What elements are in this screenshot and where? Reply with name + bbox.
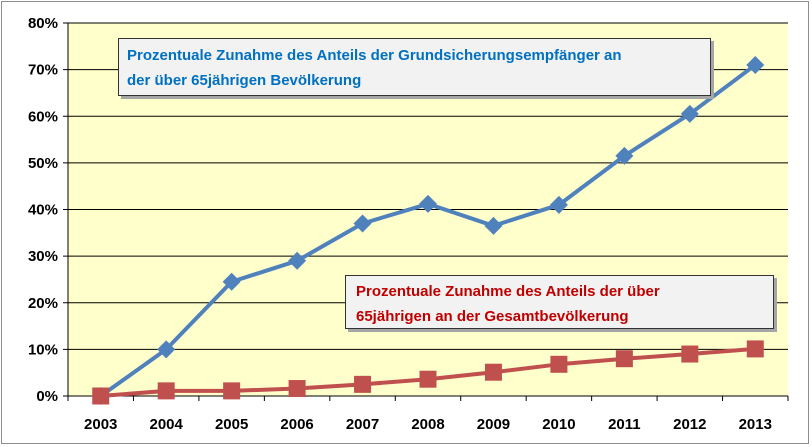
y-tick-label: 20%: [28, 295, 58, 312]
data-point-series-1: [288, 251, 307, 270]
annotation-blue-line-2: der über 65jährigen Bevölkerung: [127, 72, 362, 89]
data-point-series-2: [354, 375, 372, 393]
x-tick-label: 2011: [608, 416, 641, 433]
data-point-series-1: [157, 340, 176, 359]
data-point-series-2: [615, 350, 633, 368]
y-tick-label: 80%: [28, 15, 58, 32]
annotation-blue-series: Prozentuale Zunahme des Anteils der Grun…: [118, 38, 711, 96]
x-tick-label: 2013: [739, 416, 772, 433]
axes: 0% 10% 20% 30% 40% 50% 60% 70% 80% 2003 2004 2005 20…: [28, 15, 789, 433]
data-point-series-1: [222, 272, 241, 291]
x-tick-label: 2009: [477, 416, 510, 433]
data-point-series-2: [419, 370, 437, 388]
data-point-series-1: [549, 195, 568, 214]
series-markers: [91, 55, 765, 405]
data-point-series-1: [353, 214, 372, 233]
y-tick-label: 60%: [28, 108, 58, 125]
data-point-series-2: [92, 387, 110, 405]
annotation-blue-line-1: Prozentuale Zunahme des Anteils der Grun…: [127, 47, 622, 64]
y-tick-label: 30%: [28, 248, 58, 265]
y-tick-label: 10%: [28, 341, 58, 358]
data-point-series-1: [419, 194, 437, 213]
y-tick-label: 70%: [28, 62, 58, 79]
data-point-series-1: [746, 55, 765, 74]
x-tick-label: 2008: [411, 416, 444, 433]
data-point-series-1: [484, 216, 503, 235]
y-tick-label: 0%: [36, 388, 58, 405]
data-point-series-2: [746, 340, 764, 358]
data-point-series-2: [223, 382, 241, 400]
x-tick-label: 2012: [673, 416, 706, 433]
y-tick-label: 40%: [28, 202, 58, 219]
data-point-series-2: [157, 382, 175, 400]
data-point-series-2: [550, 355, 568, 373]
annotation-red-line-1: Prozentuale Zunahme des Anteils der über: [356, 283, 660, 300]
annotation-red-series: Prozentuale Zunahme des Anteils der über…: [345, 275, 774, 329]
y-tick-label: 50%: [28, 155, 58, 172]
x-tick-label: 2003: [84, 416, 117, 433]
x-tick-label: 2007: [346, 416, 379, 433]
x-tick-label: 2005: [215, 416, 248, 433]
data-point-series-2: [681, 345, 699, 363]
data-point-series-2: [484, 363, 502, 381]
data-point-series-1: [615, 146, 634, 165]
data-point-series-1: [680, 104, 699, 123]
annotation-red-line-2: 65jährigen an der Gesamtbevölkerung: [356, 308, 629, 325]
x-tick-label: 2010: [542, 416, 575, 433]
data-point-series-2: [288, 380, 306, 398]
x-tick-label: 2004: [149, 416, 183, 433]
x-tick-label: 2006: [280, 416, 313, 433]
